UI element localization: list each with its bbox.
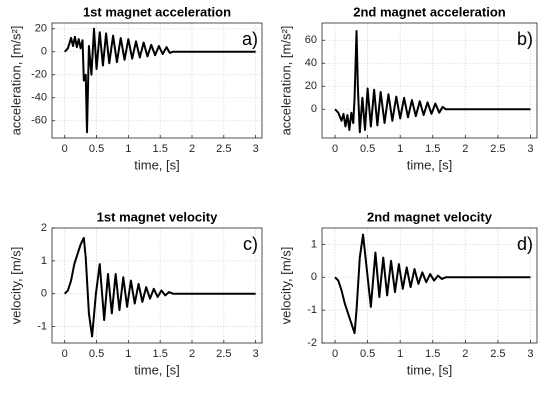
x-tick-label: 0.5 (89, 143, 104, 155)
axes-frame (51, 22, 263, 139)
y-axis-label: acceleration, [m/s²] (8, 26, 23, 136)
x-tick-label: 1.5 (425, 143, 440, 155)
x-tick-label: 0 (332, 348, 338, 360)
x-tick-label: 2 (462, 348, 468, 360)
x-tick-label: 1 (397, 348, 403, 360)
x-tick-label: 0 (332, 143, 338, 155)
x-tick-label: 0 (62, 143, 68, 155)
y-tick-label: -2 (307, 337, 317, 349)
y-axis-label: velocity, [m/s] (278, 247, 293, 325)
y-axis-label: acceleration, [m/s²] (278, 26, 293, 136)
x-tick-label: 0.5 (360, 348, 375, 360)
x-tick-label: 1 (125, 348, 131, 360)
x-tick-label: 3 (253, 143, 259, 155)
x-tick-label: 2 (189, 143, 195, 155)
chart-title: 1st magnet velocity (97, 209, 218, 224)
x-axis-label: time, [s] (407, 157, 453, 172)
y-tick-label: 20 (35, 23, 47, 35)
chart-title: 1st magnet acceleration (83, 4, 231, 19)
data-line (334, 30, 531, 134)
y-tick-label: -40 (31, 92, 47, 104)
chart-title: 2nd magnet velocity (367, 209, 493, 224)
x-tick-label: 0.5 (89, 348, 104, 360)
x-tick-label: 0.5 (360, 143, 375, 155)
y-tick-label: 40 (305, 57, 317, 69)
x-tick-label: 2.5 (490, 143, 505, 155)
x-tick-label: 1 (397, 143, 403, 155)
x-axis-label: time, [s] (134, 362, 180, 377)
x-axis-label: time, [s] (407, 362, 453, 377)
y-tick-label: 2 (41, 222, 47, 234)
data-line (63, 27, 256, 134)
y-tick-label: -20 (31, 69, 47, 81)
y-tick-label: 20 (305, 80, 317, 92)
x-tick-label: 1.5 (153, 348, 168, 360)
y-axis-label: velocity, [m/s] (8, 247, 23, 325)
data-line (64, 236, 256, 338)
axes-frame (321, 22, 538, 139)
x-tick-label: 1.5 (425, 348, 440, 360)
x-tick-label: 3 (253, 348, 259, 360)
x-tick-label: 2 (462, 143, 468, 155)
y-tick-label: -60 (31, 115, 47, 127)
y-tick-label: 1 (311, 238, 317, 250)
y-tick-label: 1 (41, 255, 47, 267)
axes-frame (321, 227, 538, 344)
data-line (334, 233, 531, 335)
y-tick-label: -1 (37, 320, 47, 332)
x-tick-label: 0 (62, 348, 68, 360)
y-tick-label: 60 (305, 34, 317, 46)
x-tick-label: 1 (125, 143, 131, 155)
x-tick-label: 2.5 (216, 348, 231, 360)
panel-label: d) (517, 234, 533, 254)
x-tick-label: 1.5 (153, 143, 168, 155)
x-tick-label: 3 (527, 348, 533, 360)
y-tick-label: 0 (41, 288, 47, 300)
y-tick-label: 0 (311, 271, 317, 283)
y-tick-label: -1 (307, 304, 317, 316)
panel-label: b) (517, 29, 533, 49)
axes-frame (51, 227, 263, 344)
y-tick-label: 0 (41, 46, 47, 58)
x-tick-label: 3 (527, 143, 533, 155)
x-tick-label: 2.5 (490, 348, 505, 360)
x-axis-label: time, [s] (134, 157, 180, 172)
panel-label: a) (242, 29, 258, 49)
x-tick-label: 2 (189, 348, 195, 360)
y-tick-label: 0 (311, 103, 317, 115)
x-tick-label: 2.5 (216, 143, 231, 155)
chart-title: 2nd magnet acceleration (353, 4, 505, 19)
panel-label: c) (243, 234, 258, 254)
